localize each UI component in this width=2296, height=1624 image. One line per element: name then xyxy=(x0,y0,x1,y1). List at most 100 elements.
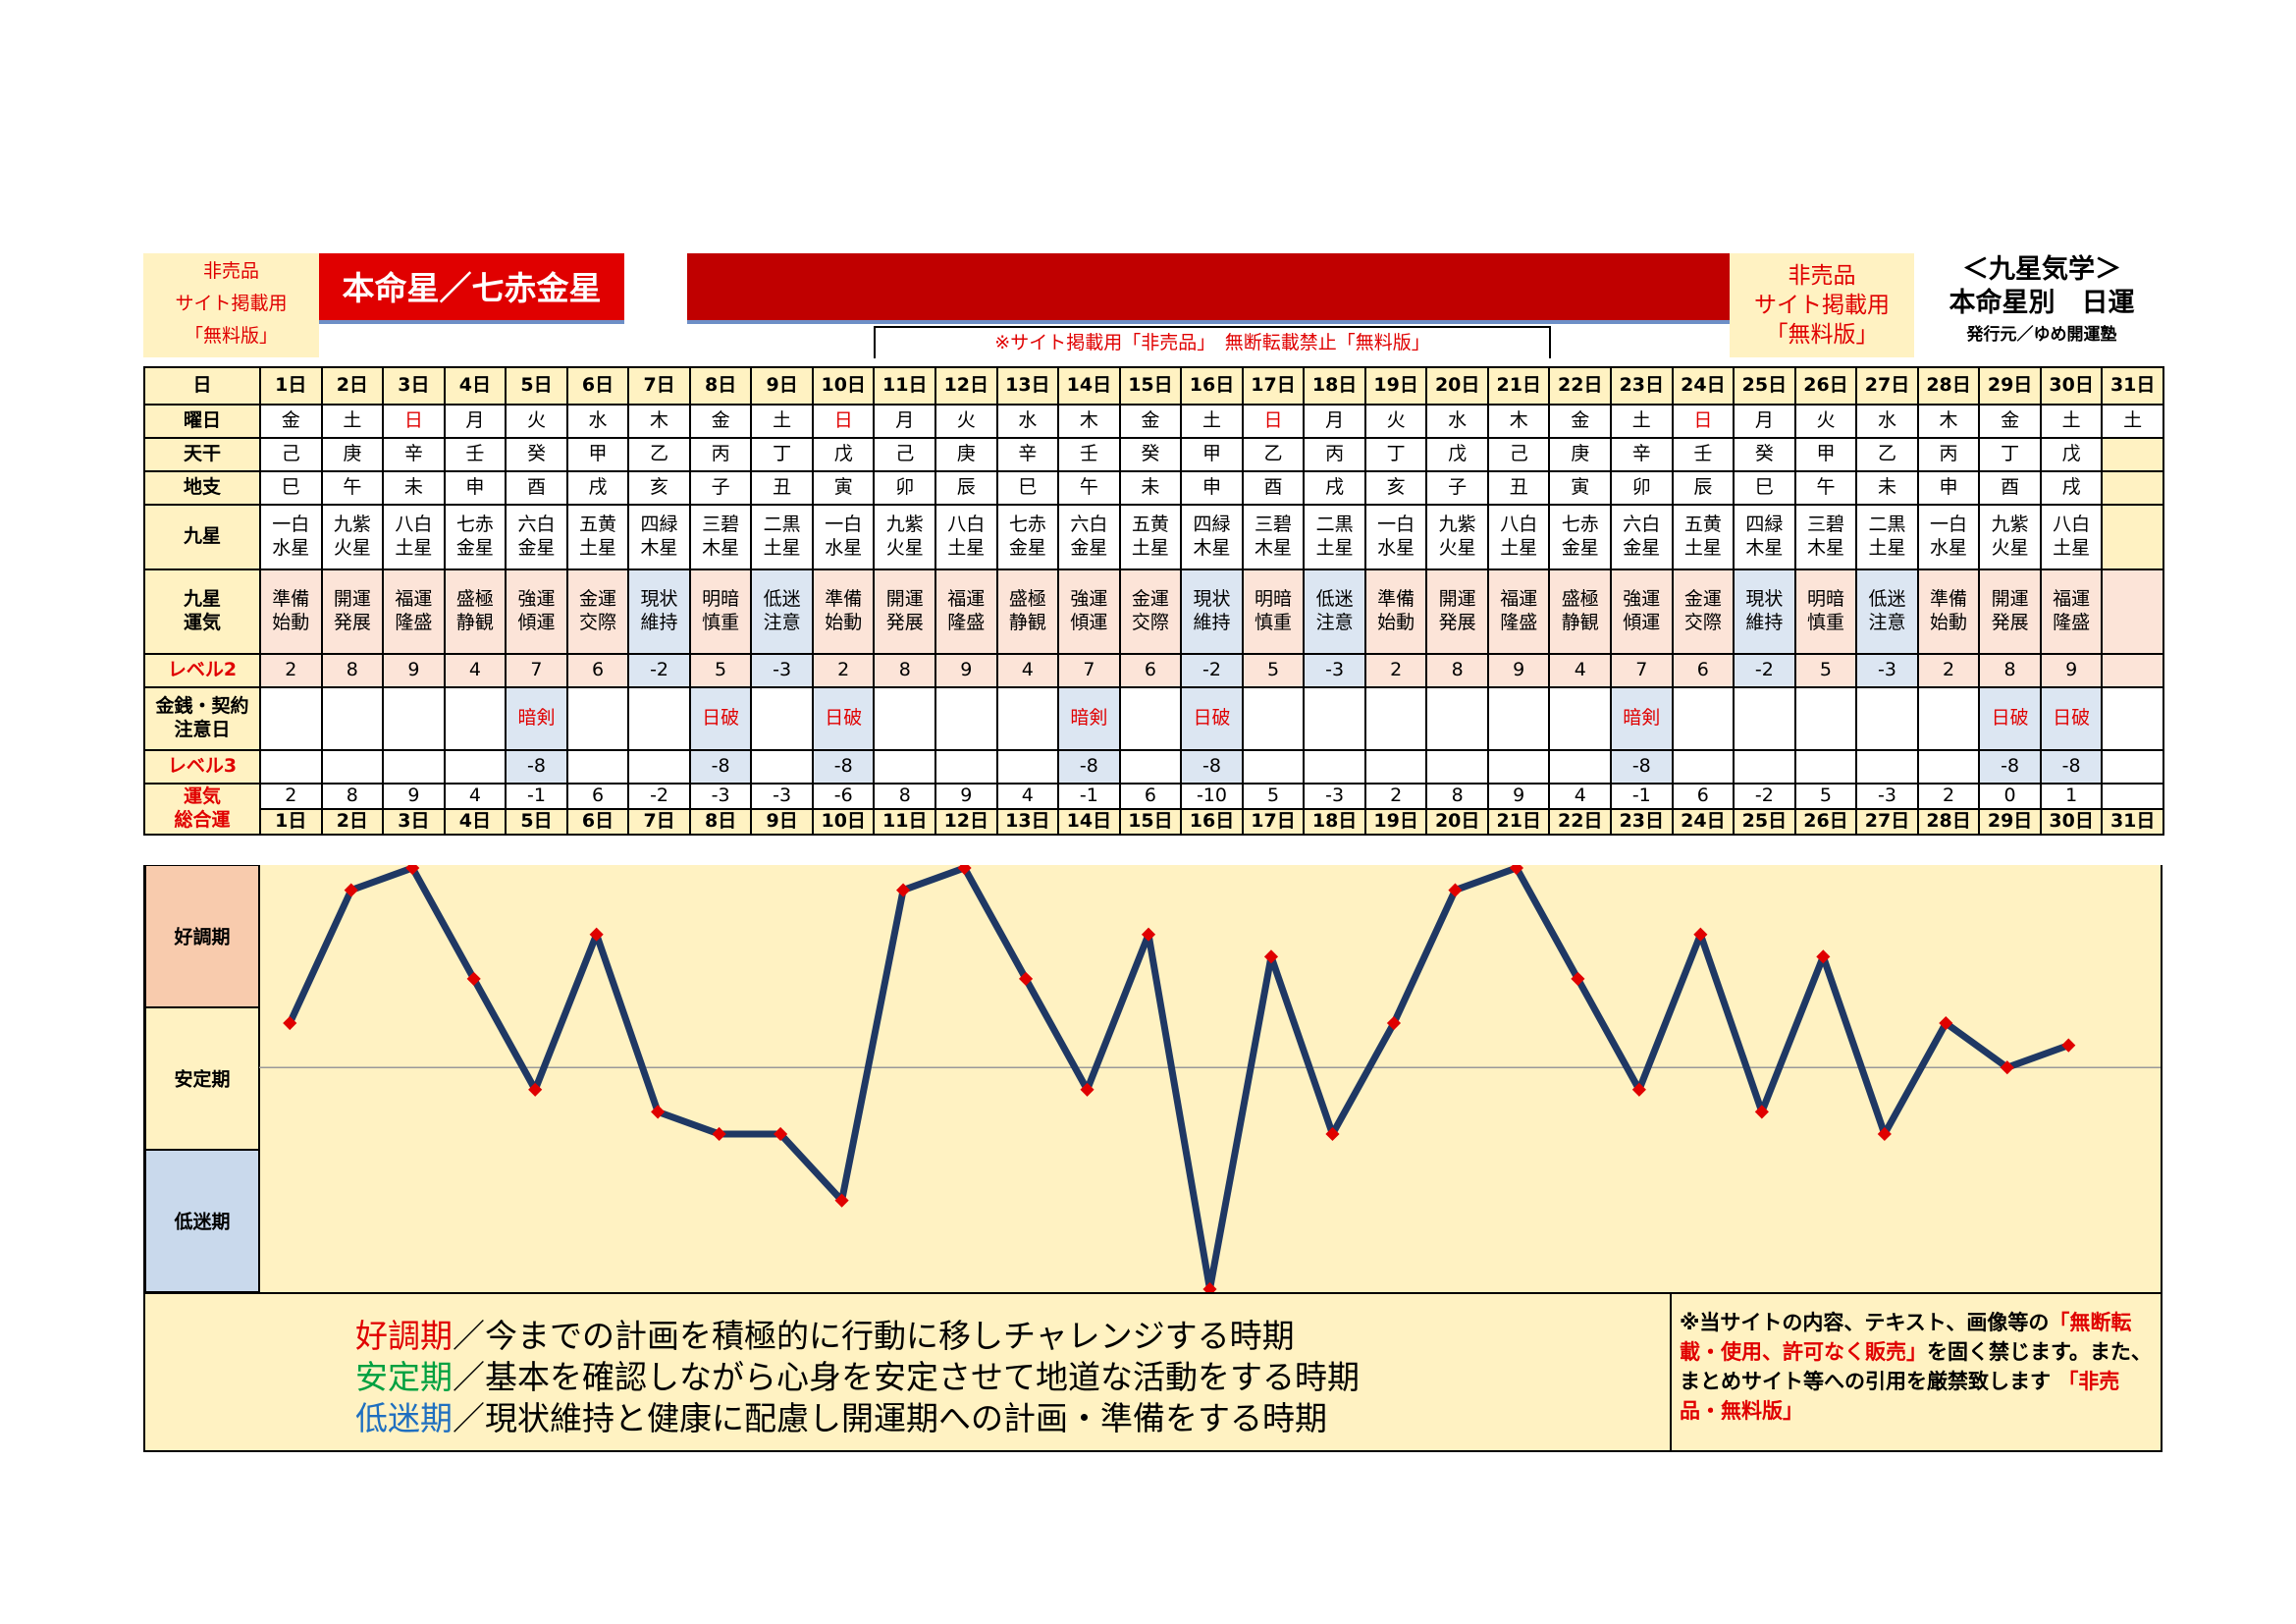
caution-row-cell xyxy=(382,686,446,751)
kyusei-row-text: 一白 xyxy=(825,514,863,536)
unki-row-cell: 準備 始動 xyxy=(259,568,323,655)
unki-row-text: 静観 xyxy=(455,612,494,633)
chishi-row-cell: 申 xyxy=(1916,470,1981,506)
kyusei-row-text: 水星 xyxy=(1930,537,1968,559)
day-row-bottom-cell: 5日 xyxy=(505,807,568,836)
unki-row-cell: 低迷 注意 xyxy=(1855,568,1919,655)
chishi-row-cell: 申 xyxy=(1180,470,1244,506)
total-row-cell: 2 xyxy=(1916,783,1981,810)
kyusei-row-cell: 九紫 火星 xyxy=(873,504,937,570)
unki-row-cell: 強運 傾運 xyxy=(1057,568,1121,655)
kyusei-row-text: 土星 xyxy=(395,537,433,559)
level3-row-cell xyxy=(1548,749,1613,785)
day-row: 日 1日 2日 3日 4日 5日 6日 7日 8日 9日 10日 11日 12日 13日 14日 15日 16日… xyxy=(143,366,2164,406)
level3-row-cell xyxy=(1363,749,1428,785)
level3-row-cell xyxy=(995,749,1060,785)
unki-row-cell: 明暗 慎重 xyxy=(688,568,753,655)
kyusei-row-text: 七赤 xyxy=(1561,514,1599,536)
day-row-bottom-cell: 19日 xyxy=(1363,807,1428,836)
level3-row-cell xyxy=(1855,749,1919,785)
row-label-line: 総合運 xyxy=(174,808,231,831)
day-row-bottom-cell: 28日 xyxy=(1916,807,1981,836)
kyusei-row-cell: 二黒 土星 xyxy=(750,504,814,570)
total-row-cell: -1 xyxy=(1610,783,1674,810)
right-note: 非売品 サイト掲載用 「無料版」 xyxy=(1730,253,1914,357)
kyusei-row-cell: 一白 水星 xyxy=(811,504,876,570)
total-row-cell: -1 xyxy=(505,783,568,810)
unki-row-text: 開運 xyxy=(885,588,924,611)
total-row-cell: 2 xyxy=(259,783,323,810)
day-row-cell: 1日 xyxy=(259,366,323,406)
total-row: 運気 総合運 2 8 9 4 -1 6 -2 -3 -3 -6 8 9 4 -1 6 -10 5 -3 2 8 9 4 -1 6-… xyxy=(143,783,2164,836)
tenkan-row-cell: 丁 xyxy=(1978,437,2042,472)
day-row-cell: 8日 xyxy=(688,366,753,406)
kyusei-row-text: 金星 xyxy=(1070,537,1108,559)
unki-row-text: 現状 xyxy=(1193,588,1231,611)
weekday-row-cell: 土 xyxy=(320,404,385,439)
left-note: 非売品 サイト掲載用 「無料版」 xyxy=(143,253,319,357)
level2-row-cell: 5 xyxy=(1793,653,1858,688)
unki-row-cell: 明暗 慎重 xyxy=(1793,568,1858,655)
weekday-row-cell: 金 xyxy=(1978,404,2042,439)
level2-row-cell: 8 xyxy=(1978,653,2042,688)
notice-line1: ※当サイトの内容、テキスト、画像等の xyxy=(1680,1311,2050,1334)
chishi-row-cell: 亥 xyxy=(1363,470,1428,506)
left-note-line2: サイト掲載用 xyxy=(175,293,288,314)
chishi-row: 地支巳午未申酉戌亥子丑寅卯辰巳午未申酉戌亥子丑寅卯辰巳午未申酉戌 xyxy=(143,470,2164,506)
tenkan-row-cell: 甲 xyxy=(1793,437,1858,472)
unki-row-cell: 開運 発展 xyxy=(1425,568,1489,655)
caution-row-cell: 暗剣 xyxy=(1610,686,1674,751)
kyusei-row-cell: 九紫 火星 xyxy=(1978,504,2042,570)
unki-row-text: 開運 xyxy=(333,588,371,611)
kyusei-row-cell: 八白 土星 xyxy=(2039,504,2104,570)
unki-row-text: 盛極 xyxy=(1561,588,1599,611)
kyusei-row-text: 火星 xyxy=(333,537,371,559)
unki-row-text: 金運 xyxy=(1131,588,1169,611)
band-label: 好調期 xyxy=(173,926,230,948)
unki-row-text: 傾運 xyxy=(1623,612,1661,633)
unki-row-text: 福運 xyxy=(2053,588,2091,611)
level2-row-cell: 7 xyxy=(1610,653,1674,688)
unki-row-text: 福運 xyxy=(395,588,433,611)
kyusei-row-text: 木星 xyxy=(1193,537,1231,559)
level3-row-cell xyxy=(873,749,937,785)
kyusei-row-cell: 三碧 木星 xyxy=(1241,504,1306,570)
total-row-cell: 6 xyxy=(565,783,630,810)
row-label: レベル3 xyxy=(143,749,261,785)
weekday-row-cell: 木 xyxy=(1057,404,1121,439)
day-row-cell: 6日 xyxy=(565,366,630,406)
row-label: 運気 総合運 xyxy=(143,783,261,836)
level3-row-cell: -8 xyxy=(1610,749,1674,785)
weekday-row: 曜日金土日月火水木金土日月火水木金土日月火水木金土日月火水木金土土 xyxy=(143,404,2164,439)
kyusei-row-text: 七赤 xyxy=(1008,514,1046,536)
caution-row-cell: 暗剣 xyxy=(1057,686,1121,751)
unki-row-cell: 低迷 注意 xyxy=(750,568,814,655)
chishi-row-cell: 巳 xyxy=(259,470,323,506)
kyusei-row-text: 八白 xyxy=(1500,514,1538,536)
weekday-row-cell: 土 xyxy=(2101,404,2164,439)
total-row-cell: 6 xyxy=(1671,783,1735,810)
kyusei-row-text: 火星 xyxy=(1991,537,2029,559)
unki-row-text: 現状 xyxy=(640,588,678,611)
kyusei-row-cell: 三碧 木星 xyxy=(1793,504,1858,570)
unki-row-text: 隆盛 xyxy=(2053,612,2091,633)
level2-row-cell: 7 xyxy=(1057,653,1121,688)
kyusei-row-text: 土星 xyxy=(1131,537,1169,559)
kyusei-row-text: 木星 xyxy=(702,537,740,559)
legend-head: 低迷期 xyxy=(355,1399,453,1437)
unki-row-cell: 現状 維持 xyxy=(627,568,691,655)
unki-row-cell: 福運 隆盛 xyxy=(382,568,446,655)
day-row-bottom-cell: 10日 xyxy=(811,807,876,836)
caution-row-cell: 日破 xyxy=(1978,686,2042,751)
unki-row-cell: 低迷 注意 xyxy=(1303,568,1366,655)
tenkan-row-cell: 戊 xyxy=(1425,437,1489,472)
kyusei-row-text: 三碧 xyxy=(1255,514,1293,536)
chishi-row-cell: 午 xyxy=(320,470,385,506)
level2-row-cell: 8 xyxy=(873,653,937,688)
day-row-bottom-cell: 25日 xyxy=(1733,807,1796,836)
unki-row-cell: 準備 始動 xyxy=(811,568,876,655)
tenkan-row-cell: 癸 xyxy=(505,437,568,472)
kyusei-row-text: 土星 xyxy=(579,537,617,559)
unki-row-text: 交際 xyxy=(1131,612,1169,633)
caution-row-cell xyxy=(1793,686,1858,751)
